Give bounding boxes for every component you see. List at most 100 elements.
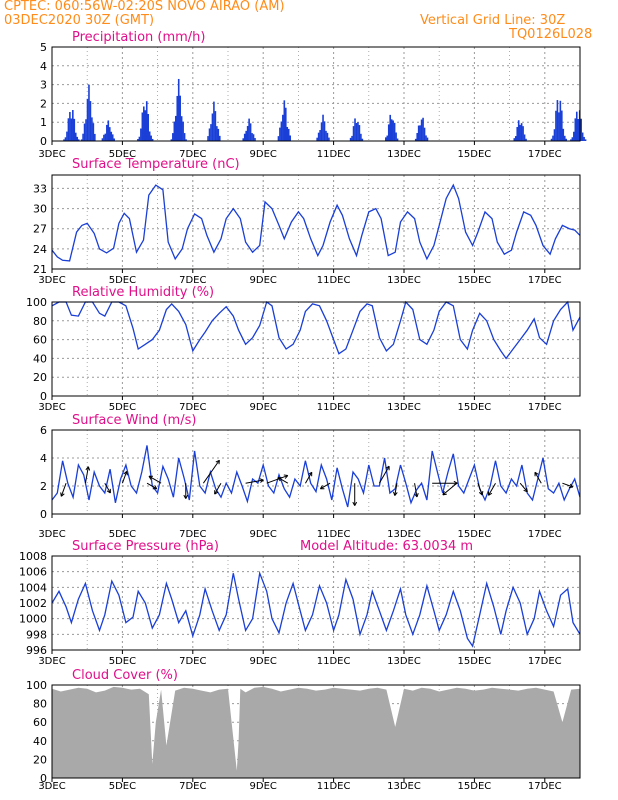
precip-bar — [358, 125, 361, 141]
x-tick-label: 3DEC — [38, 781, 65, 792]
x-tick-label: 9DEC — [250, 149, 277, 160]
precip-bar — [141, 112, 144, 141]
precip-bar — [573, 131, 575, 141]
precip-bar — [86, 98, 89, 141]
precip-bar — [584, 139, 587, 141]
precip-bar — [72, 110, 74, 141]
precip-bar — [354, 118, 356, 141]
x-tick-label: 17DEC — [528, 275, 562, 286]
precip-bar — [349, 137, 352, 141]
x-tick-label: 9DEC — [250, 781, 277, 792]
pressure-title: Surface Pressure (hPa) — [72, 539, 219, 554]
wind-arrow — [104, 482, 111, 494]
precip-bar — [325, 130, 327, 141]
x-tick-label: 9DEC — [250, 402, 277, 413]
precip-bar — [559, 100, 562, 141]
y-tick-label: 80 — [33, 315, 47, 328]
precip-bar — [423, 127, 426, 141]
x-tick-label: 17DEC — [528, 149, 562, 160]
precip-bar — [519, 124, 521, 141]
precip-bar — [396, 138, 399, 141]
y-tick-label: 996 — [26, 644, 47, 657]
precip-bar — [419, 125, 421, 141]
precip-bar — [83, 123, 86, 141]
precip-bar — [173, 121, 176, 141]
precip-bar — [174, 115, 177, 141]
precip-bar — [323, 121, 326, 141]
precip-bar — [143, 106, 145, 141]
precip-bar — [556, 100, 559, 141]
precip-bar — [561, 110, 563, 141]
precip-bar — [289, 135, 291, 141]
y-tick-label: 1006 — [19, 566, 47, 579]
model-altitude-label: Model Altitude: 63.0034 m — [300, 539, 473, 554]
precip-bar — [107, 120, 110, 141]
precip-bar — [574, 118, 577, 141]
precip-bar — [416, 132, 418, 141]
temperature-line — [51, 183, 581, 262]
precip-bar — [77, 139, 80, 141]
x-tick-label: 5DEC — [109, 781, 136, 792]
precip-bar — [252, 134, 255, 141]
wind-arrow — [266, 474, 289, 484]
y-tick-label: 5 — [40, 41, 47, 54]
x-tick-label: 5DEC — [109, 656, 136, 667]
precip-bar — [82, 133, 84, 141]
precip-bar — [207, 136, 209, 141]
precip-bar — [213, 101, 215, 141]
y-tick-label: 21 — [33, 263, 47, 276]
y-tick-label: 0 — [40, 772, 47, 785]
cloud-cover-panel: 0 20 40 60 80 100 3DEC 5DEC 7DEC 9DEC 11DEC 13DEC 15… — [26, 668, 581, 792]
precip-bar — [64, 137, 67, 141]
wind-arrow — [245, 478, 264, 484]
y-tick-label: 60 — [33, 716, 47, 729]
precip-bar — [80, 139, 83, 141]
cloud-cover-title: Cloud Cover (%) — [72, 668, 178, 683]
precip-bar — [177, 78, 180, 141]
y-tick-label: 1002 — [19, 597, 47, 610]
wind-arrow — [277, 477, 289, 484]
precip-bar — [352, 126, 355, 141]
x-tick-label: 5DEC — [109, 149, 136, 160]
x-tick-label: 17DEC — [528, 656, 562, 667]
precip-bar — [106, 124, 108, 141]
precip-bar — [180, 116, 183, 141]
precip-bar — [328, 137, 330, 141]
x-tick-label: 17DEC — [528, 402, 562, 413]
precip-bar — [147, 113, 150, 141]
precip-bar — [553, 129, 556, 141]
precip-bar — [420, 119, 423, 141]
x-tick-label: 11DEC — [317, 402, 351, 413]
y-tick-label: 40 — [33, 352, 47, 365]
x-tick-label: 5DEC — [109, 402, 136, 413]
x-tick-label: 7DEC — [179, 149, 206, 160]
x-tick-label: 3DEC — [38, 529, 65, 540]
x-tick-label: 5DEC — [109, 529, 136, 540]
wind-arrow — [214, 482, 222, 495]
precip-bar — [94, 133, 96, 141]
precip-bar — [283, 100, 286, 141]
precip-bar — [248, 118, 250, 141]
x-tick-label: 9DEC — [250, 275, 277, 286]
precip-bar — [216, 126, 218, 141]
precip-bar — [110, 131, 113, 141]
precip-bar — [580, 118, 582, 141]
x-tick-label: 9DEC — [250, 529, 277, 540]
precip-bar — [326, 132, 329, 141]
precip-bar — [70, 118, 73, 141]
precip-bar — [522, 126, 524, 141]
precip-bar — [414, 138, 417, 141]
precip-bar — [570, 139, 572, 141]
x-tick-label: 13DEC — [387, 275, 421, 286]
precip-bar — [417, 125, 420, 141]
precip-bar — [85, 119, 87, 141]
precip-bar — [361, 138, 364, 141]
precip-bar — [319, 129, 321, 141]
precip-bar — [91, 117, 93, 141]
precip-bar — [552, 135, 554, 141]
header-grid-line: Vertical Grid Line: 30Z — [420, 13, 566, 28]
precip-bar — [386, 135, 389, 141]
precip-bar — [287, 128, 290, 141]
wind-arrow — [477, 483, 484, 496]
cloud-cover-area — [52, 686, 580, 778]
